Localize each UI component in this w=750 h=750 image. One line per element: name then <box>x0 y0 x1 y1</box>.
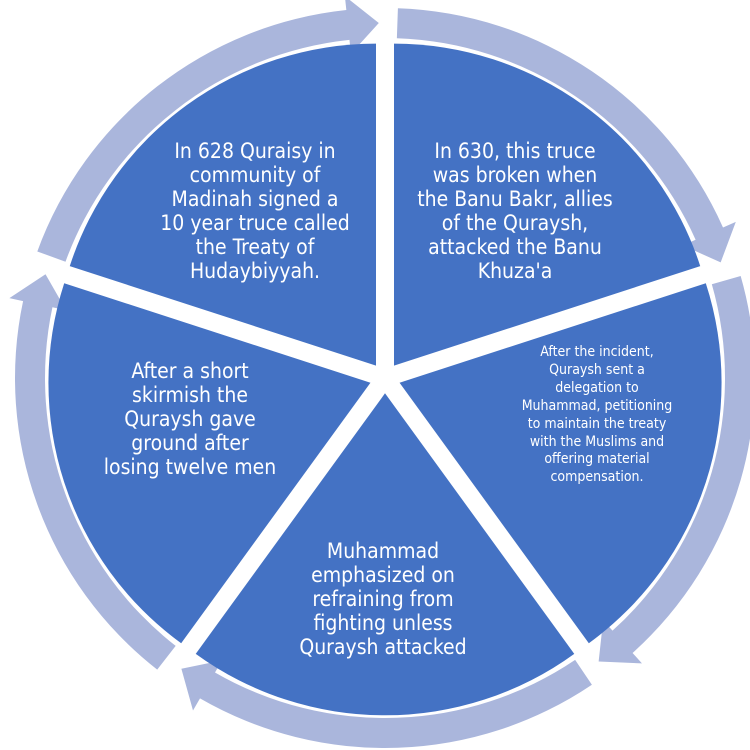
cycle-segments <box>48 43 722 716</box>
cycle-arrow-treaty <box>396 8 736 263</box>
cycle-arrow-skirmish <box>37 0 379 262</box>
cycle-arrow-broken <box>598 276 750 664</box>
cycle-arrow-refrain <box>9 274 176 670</box>
cycle-arrows <box>9 0 750 748</box>
segment-text-treaty: In 628 Quraisy in community of Madinah s… <box>160 139 350 283</box>
cycle-segment-delegation <box>195 393 575 716</box>
segment-text-skirmish: After a short skirmish the Quraysh gave … <box>103 359 277 479</box>
segment-text-delegation: After the incident, Quraysh sent a deleg… <box>521 344 673 486</box>
cycle-arrow-delegation <box>181 659 592 748</box>
cycle-segment-skirmish <box>69 43 377 366</box>
segment-text-refrain: Muhammad emphasized on refraining from f… <box>299 539 467 659</box>
segment-text-broken: In 630, this truce was broken when the B… <box>417 139 613 283</box>
cycle-segment-treaty <box>394 43 701 366</box>
cycle-segment-refrain <box>48 283 371 644</box>
cycle-segment-broken <box>399 283 722 644</box>
